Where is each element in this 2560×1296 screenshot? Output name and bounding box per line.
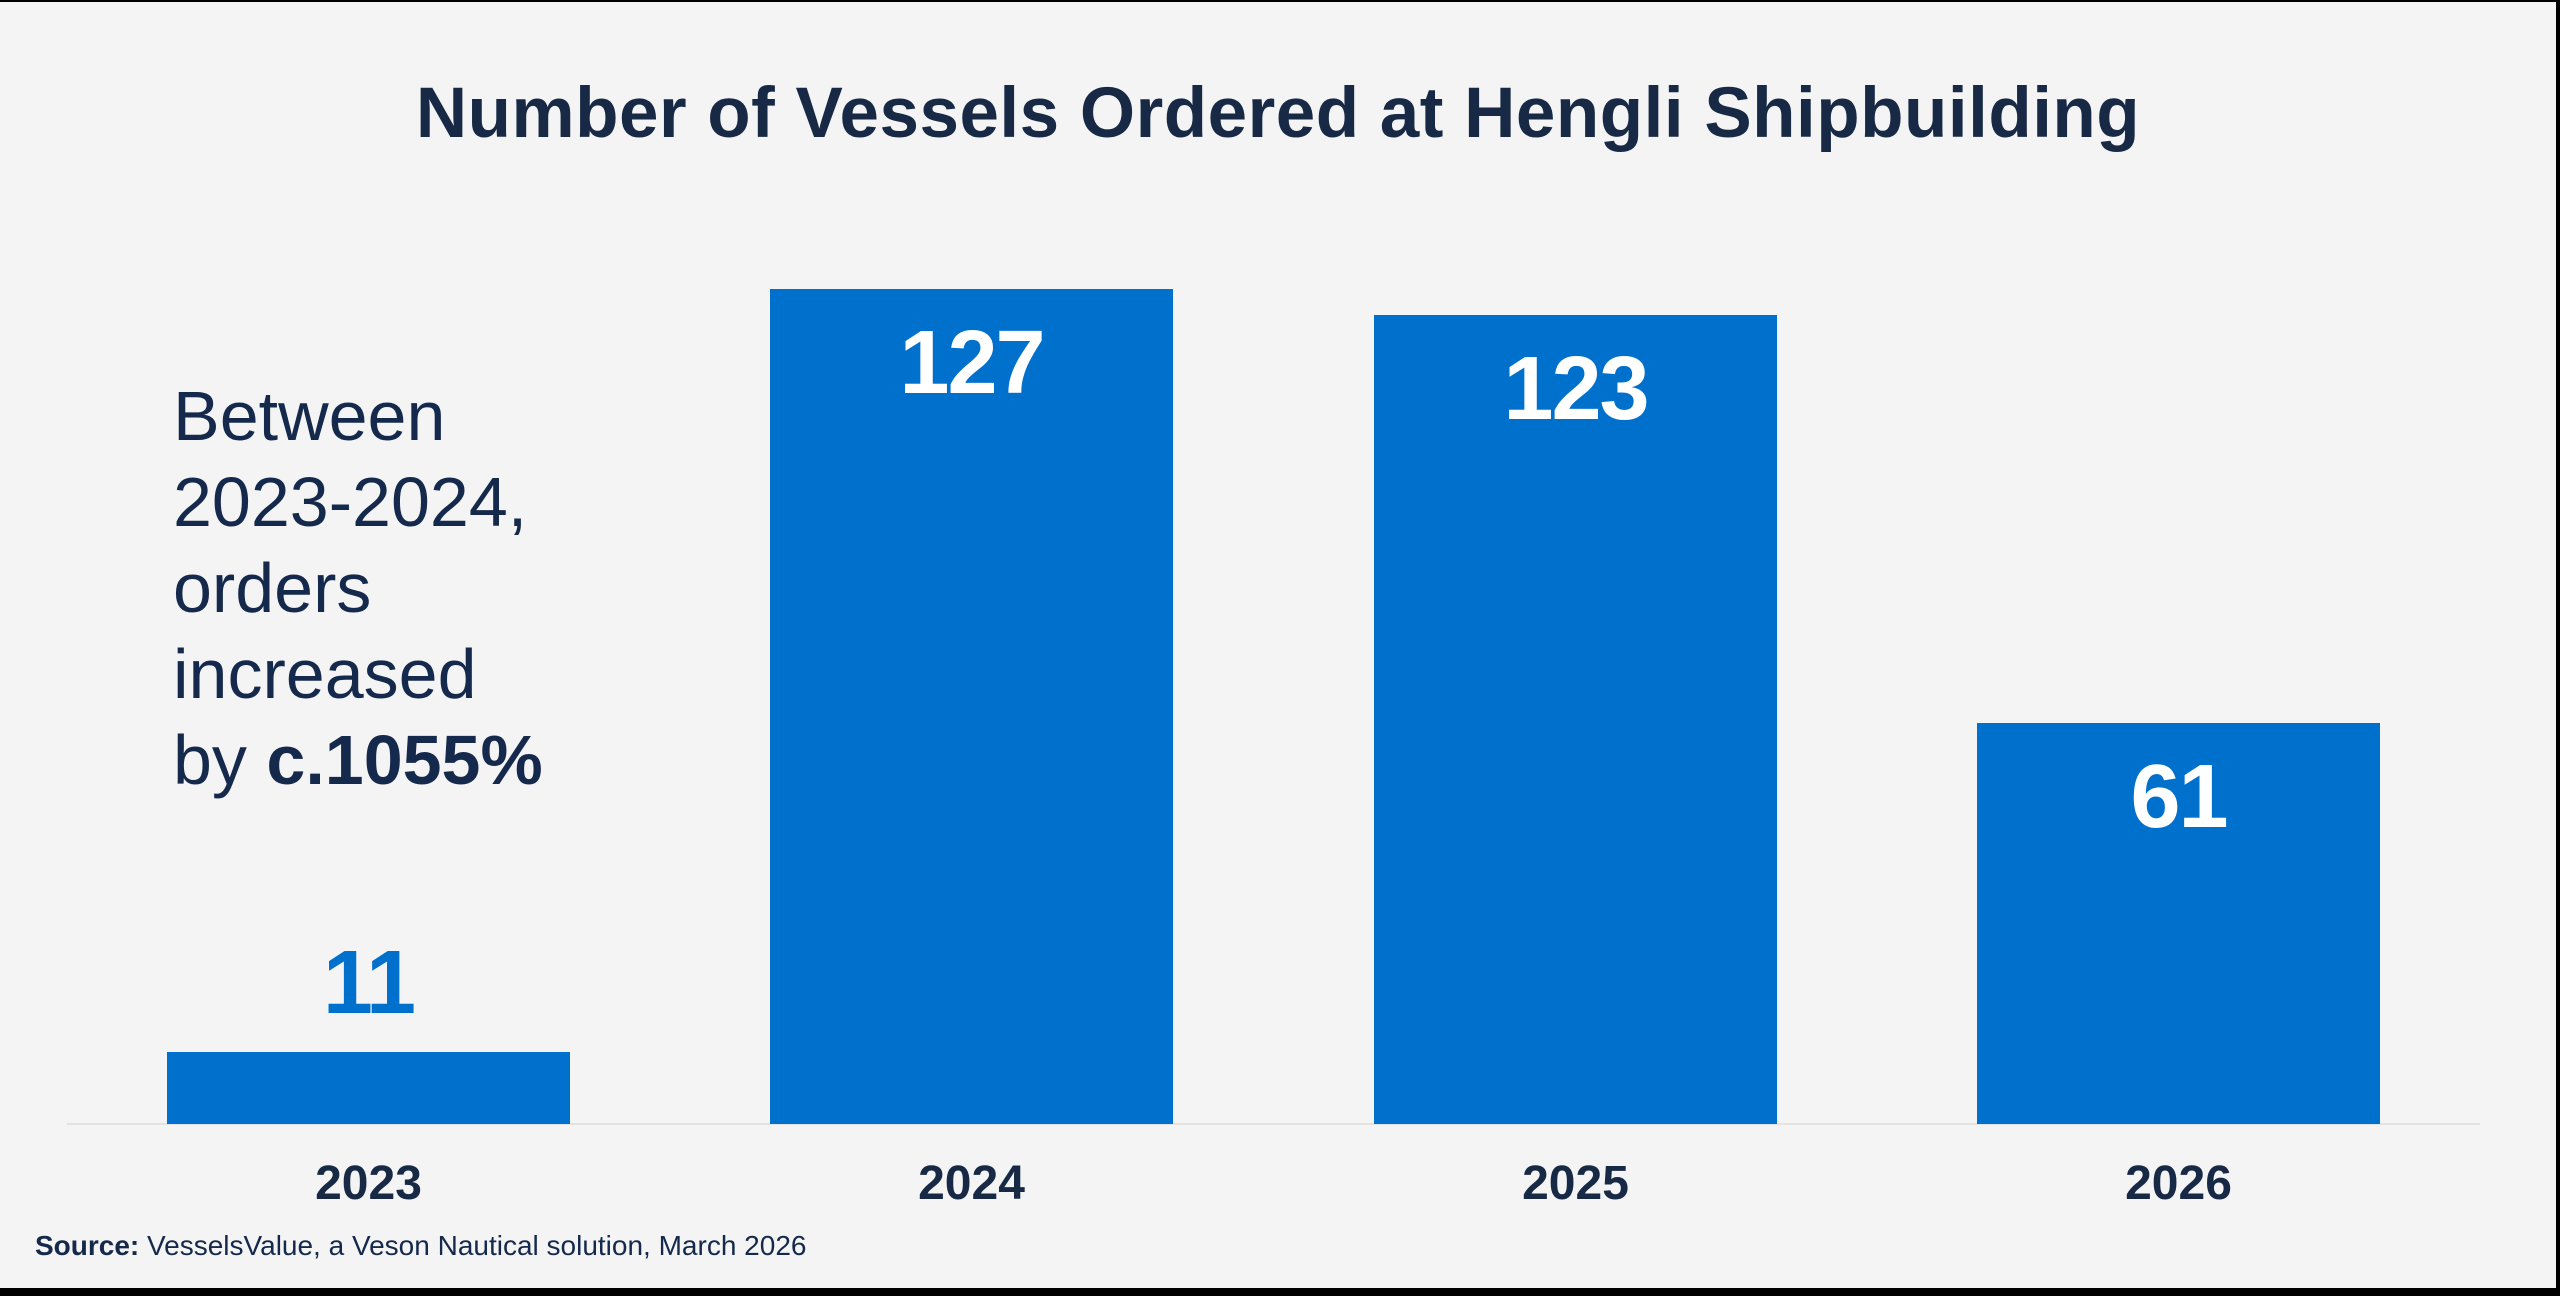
annotation-line: Between — [173, 377, 446, 455]
annotation-line: by c.1055% — [173, 717, 733, 803]
x-axis-tick-label: 2024 — [918, 1157, 1025, 1210]
bar-2026 — [1977, 723, 2380, 1124]
annotation-prefix: by — [173, 721, 267, 799]
source-label: Source: — [35, 1230, 140, 1261]
x-axis-line — [67, 1123, 2480, 1125]
bar-value-label: 123 — [1503, 339, 1649, 439]
annotation-line: orders — [173, 549, 372, 627]
x-axis-tick-label: 2026 — [2125, 1157, 2232, 1210]
bar-2025 — [1374, 315, 1777, 1124]
bar-value-label: 127 — [899, 313, 1045, 413]
x-axis-tick-label: 2025 — [1522, 1157, 1629, 1210]
bar-value-label: 61 — [2130, 747, 2228, 847]
source-note: Source: VesselsValue, a Veson Nautical s… — [35, 1232, 806, 1260]
x-axis-tick-label: 2023 — [315, 1157, 422, 1210]
bar-value-label: 11 — [322, 933, 416, 1033]
annotation-callout: Between 2023-2024, orders increased by c… — [173, 373, 733, 803]
bar-2024 — [770, 289, 1173, 1124]
annotation-line: increased — [173, 635, 477, 713]
source-text: VesselsValue, a Veson Nautical solution,… — [139, 1230, 807, 1261]
annotation-emphasis: c.1055% — [266, 721, 543, 799]
bar-2023 — [167, 1052, 570, 1124]
chart-title: Number of Vessels Ordered at Hengli Ship… — [415, 74, 2141, 153]
annotation-line: 2023-2024, — [173, 463, 528, 541]
